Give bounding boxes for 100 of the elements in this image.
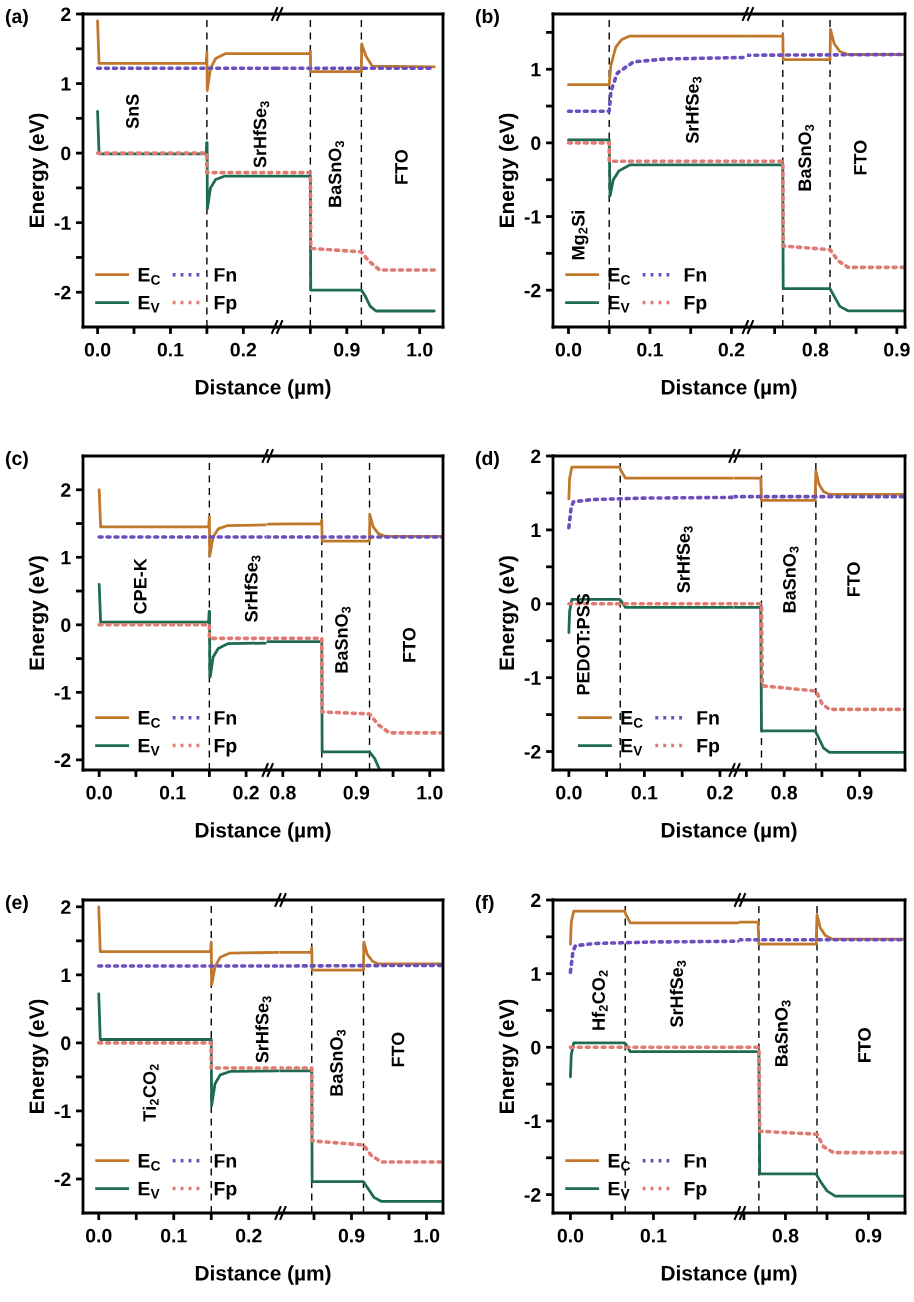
legend-label: Fn bbox=[214, 268, 237, 282]
annotation: BaSnO$_{3}$ bbox=[774, 1000, 791, 1067]
x-tick-label: 0.1 bbox=[157, 342, 184, 357]
y-tick-label: -2 bbox=[54, 1172, 71, 1187]
x-tick-label: 0.9 bbox=[338, 1228, 365, 1243]
x-tick-label: 0.9 bbox=[884, 342, 910, 357]
legend-label: Fp bbox=[684, 1181, 707, 1200]
x-tick-label: 0.9 bbox=[855, 1228, 882, 1243]
y-tick-label: 0 bbox=[61, 146, 71, 161]
x-axis-title: Distance (µm) bbox=[195, 379, 331, 399]
x-tick-label: 1.0 bbox=[417, 785, 443, 800]
y-tick-label: -1 bbox=[524, 210, 541, 224]
y-tick-label: 0 bbox=[531, 597, 541, 611]
y-tick-label: -2 bbox=[54, 753, 71, 767]
chart-title: (b) bbox=[475, 8, 499, 28]
legend-label: E$_{C}$ bbox=[608, 1154, 631, 1171]
y-tick-label: 1 bbox=[61, 968, 71, 982]
y-tick-label: 0 bbox=[531, 136, 541, 151]
x-tick-label: 0.1 bbox=[161, 1228, 187, 1243]
x-tick-label: 0.0 bbox=[556, 785, 582, 800]
y-tick-label: -1 bbox=[54, 686, 71, 700]
annotation: PEDOT:PSS bbox=[576, 593, 590, 695]
x-axis-title: Distance (µm) bbox=[661, 822, 797, 842]
annotation: BaSnO$_{3}$ bbox=[328, 140, 345, 207]
y-tick-label: -1 bbox=[524, 1114, 541, 1128]
chart-title: (d) bbox=[475, 450, 499, 470]
legend-label: E$_{V}$ bbox=[138, 738, 160, 756]
y-tick-label: 2 bbox=[61, 900, 71, 914]
legend-label: Fp bbox=[214, 295, 237, 314]
x-tick-label: 0.2 bbox=[707, 785, 733, 800]
annotation: FTO bbox=[853, 140, 867, 175]
y-axis-title: Energy (eV) bbox=[498, 556, 519, 670]
x-tick-label: 0.0 bbox=[555, 342, 582, 357]
y-tick-label: 2 bbox=[61, 7, 71, 22]
x-tick-label: 0.1 bbox=[637, 342, 663, 357]
chart-title: (a) bbox=[5, 8, 28, 28]
legend-label: Fn bbox=[697, 711, 719, 725]
x-tick-label: 0.9 bbox=[334, 342, 360, 357]
x-axis-title: Distance (µm) bbox=[661, 1265, 797, 1285]
legend-label: Fn bbox=[684, 1154, 707, 1168]
y-tick-label: -2 bbox=[54, 285, 71, 300]
x-tick-label: 0.8 bbox=[802, 342, 829, 357]
legend-label: E$_{V}$ bbox=[621, 738, 643, 756]
legend-label: Fn bbox=[214, 711, 237, 725]
y-axis-title: Energy (eV) bbox=[28, 999, 49, 1113]
annotation: BaSnO$_{3}$ bbox=[798, 124, 814, 191]
y-tick-label: -1 bbox=[54, 216, 71, 230]
x-tick-label: 0.0 bbox=[86, 785, 112, 800]
annotation: Mg$_{2}$Si bbox=[571, 210, 589, 260]
x-tick-label: 0.1 bbox=[631, 785, 658, 800]
annotation: SrHfSe$_{3}$ bbox=[669, 960, 686, 1028]
legend-label: E$_{V}$ bbox=[138, 1181, 160, 1199]
y-tick-label: 0 bbox=[531, 1040, 541, 1055]
x-tick-label: 0.8 bbox=[772, 1228, 799, 1243]
annotation: SrHfSe$_{3}$ bbox=[253, 101, 270, 168]
y-tick-label: 2 bbox=[531, 893, 541, 908]
annotation: FTO bbox=[391, 1032, 405, 1067]
y-tick-label: 1 bbox=[531, 523, 541, 537]
annotation: FTO bbox=[402, 627, 416, 662]
x-axis-title: Distance (µm) bbox=[195, 1265, 331, 1285]
annotation: FTO bbox=[847, 562, 860, 597]
annotation: BaSnO$_{3}$ bbox=[783, 546, 799, 613]
y-tick-label: 0 bbox=[61, 618, 71, 633]
annotation: SrHfSe$_{3}$ bbox=[676, 526, 693, 593]
y-tick-label: 0 bbox=[61, 1036, 71, 1051]
legend-label: Fn bbox=[684, 268, 707, 282]
legend-label: E$_{C}$ bbox=[621, 711, 643, 728]
annotation: FTO bbox=[395, 149, 408, 184]
y-axis-title: Energy (eV) bbox=[498, 999, 519, 1113]
y-tick-label: 1 bbox=[531, 62, 541, 77]
x-tick-label: 1.0 bbox=[414, 1228, 440, 1243]
x-tick-label: 0.1 bbox=[159, 785, 186, 800]
annotation: BaSnO$_{3}$ bbox=[330, 1029, 346, 1096]
y-tick-label: 1 bbox=[531, 967, 541, 981]
y-tick-label: 2 bbox=[531, 449, 541, 464]
x-tick-label: 0.8 bbox=[771, 785, 798, 800]
legend-label: E$_{V}$ bbox=[138, 295, 160, 313]
legend-label: E$_{V}$ bbox=[608, 295, 630, 313]
annotation: SrHfSe$_{3}$ bbox=[255, 996, 272, 1063]
x-tick-label: 0.0 bbox=[86, 1228, 112, 1243]
legend-label: Fp bbox=[684, 295, 707, 314]
y-tick-label: -2 bbox=[524, 1188, 541, 1202]
x-tick-label: 0.8 bbox=[270, 785, 296, 800]
x-axis-title: Distance (µm) bbox=[195, 822, 331, 842]
chart-title: (e) bbox=[5, 894, 28, 914]
annotation: BaSnO$_{3}$ bbox=[335, 606, 351, 673]
x-tick-label: 0.0 bbox=[84, 342, 111, 357]
legend-label: Fp bbox=[214, 738, 237, 757]
legend-label: E$_{C}$ bbox=[138, 268, 161, 285]
annotation: SrHfSe$_{3}$ bbox=[244, 555, 261, 622]
y-tick-label: -1 bbox=[54, 1104, 71, 1118]
y-tick-label: -2 bbox=[524, 745, 541, 759]
x-tick-label: 1.0 bbox=[407, 342, 433, 357]
annotation: FTO bbox=[858, 1028, 871, 1062]
annotation: SnS bbox=[126, 94, 139, 129]
legend-label: Fp bbox=[697, 738, 720, 757]
annotation: Ti$_{2}$CO$_{2}$ bbox=[142, 1064, 159, 1122]
x-tick-label: 0.0 bbox=[557, 1228, 584, 1243]
chart-title: (f) bbox=[475, 894, 494, 914]
x-tick-label: 0.2 bbox=[230, 342, 257, 357]
